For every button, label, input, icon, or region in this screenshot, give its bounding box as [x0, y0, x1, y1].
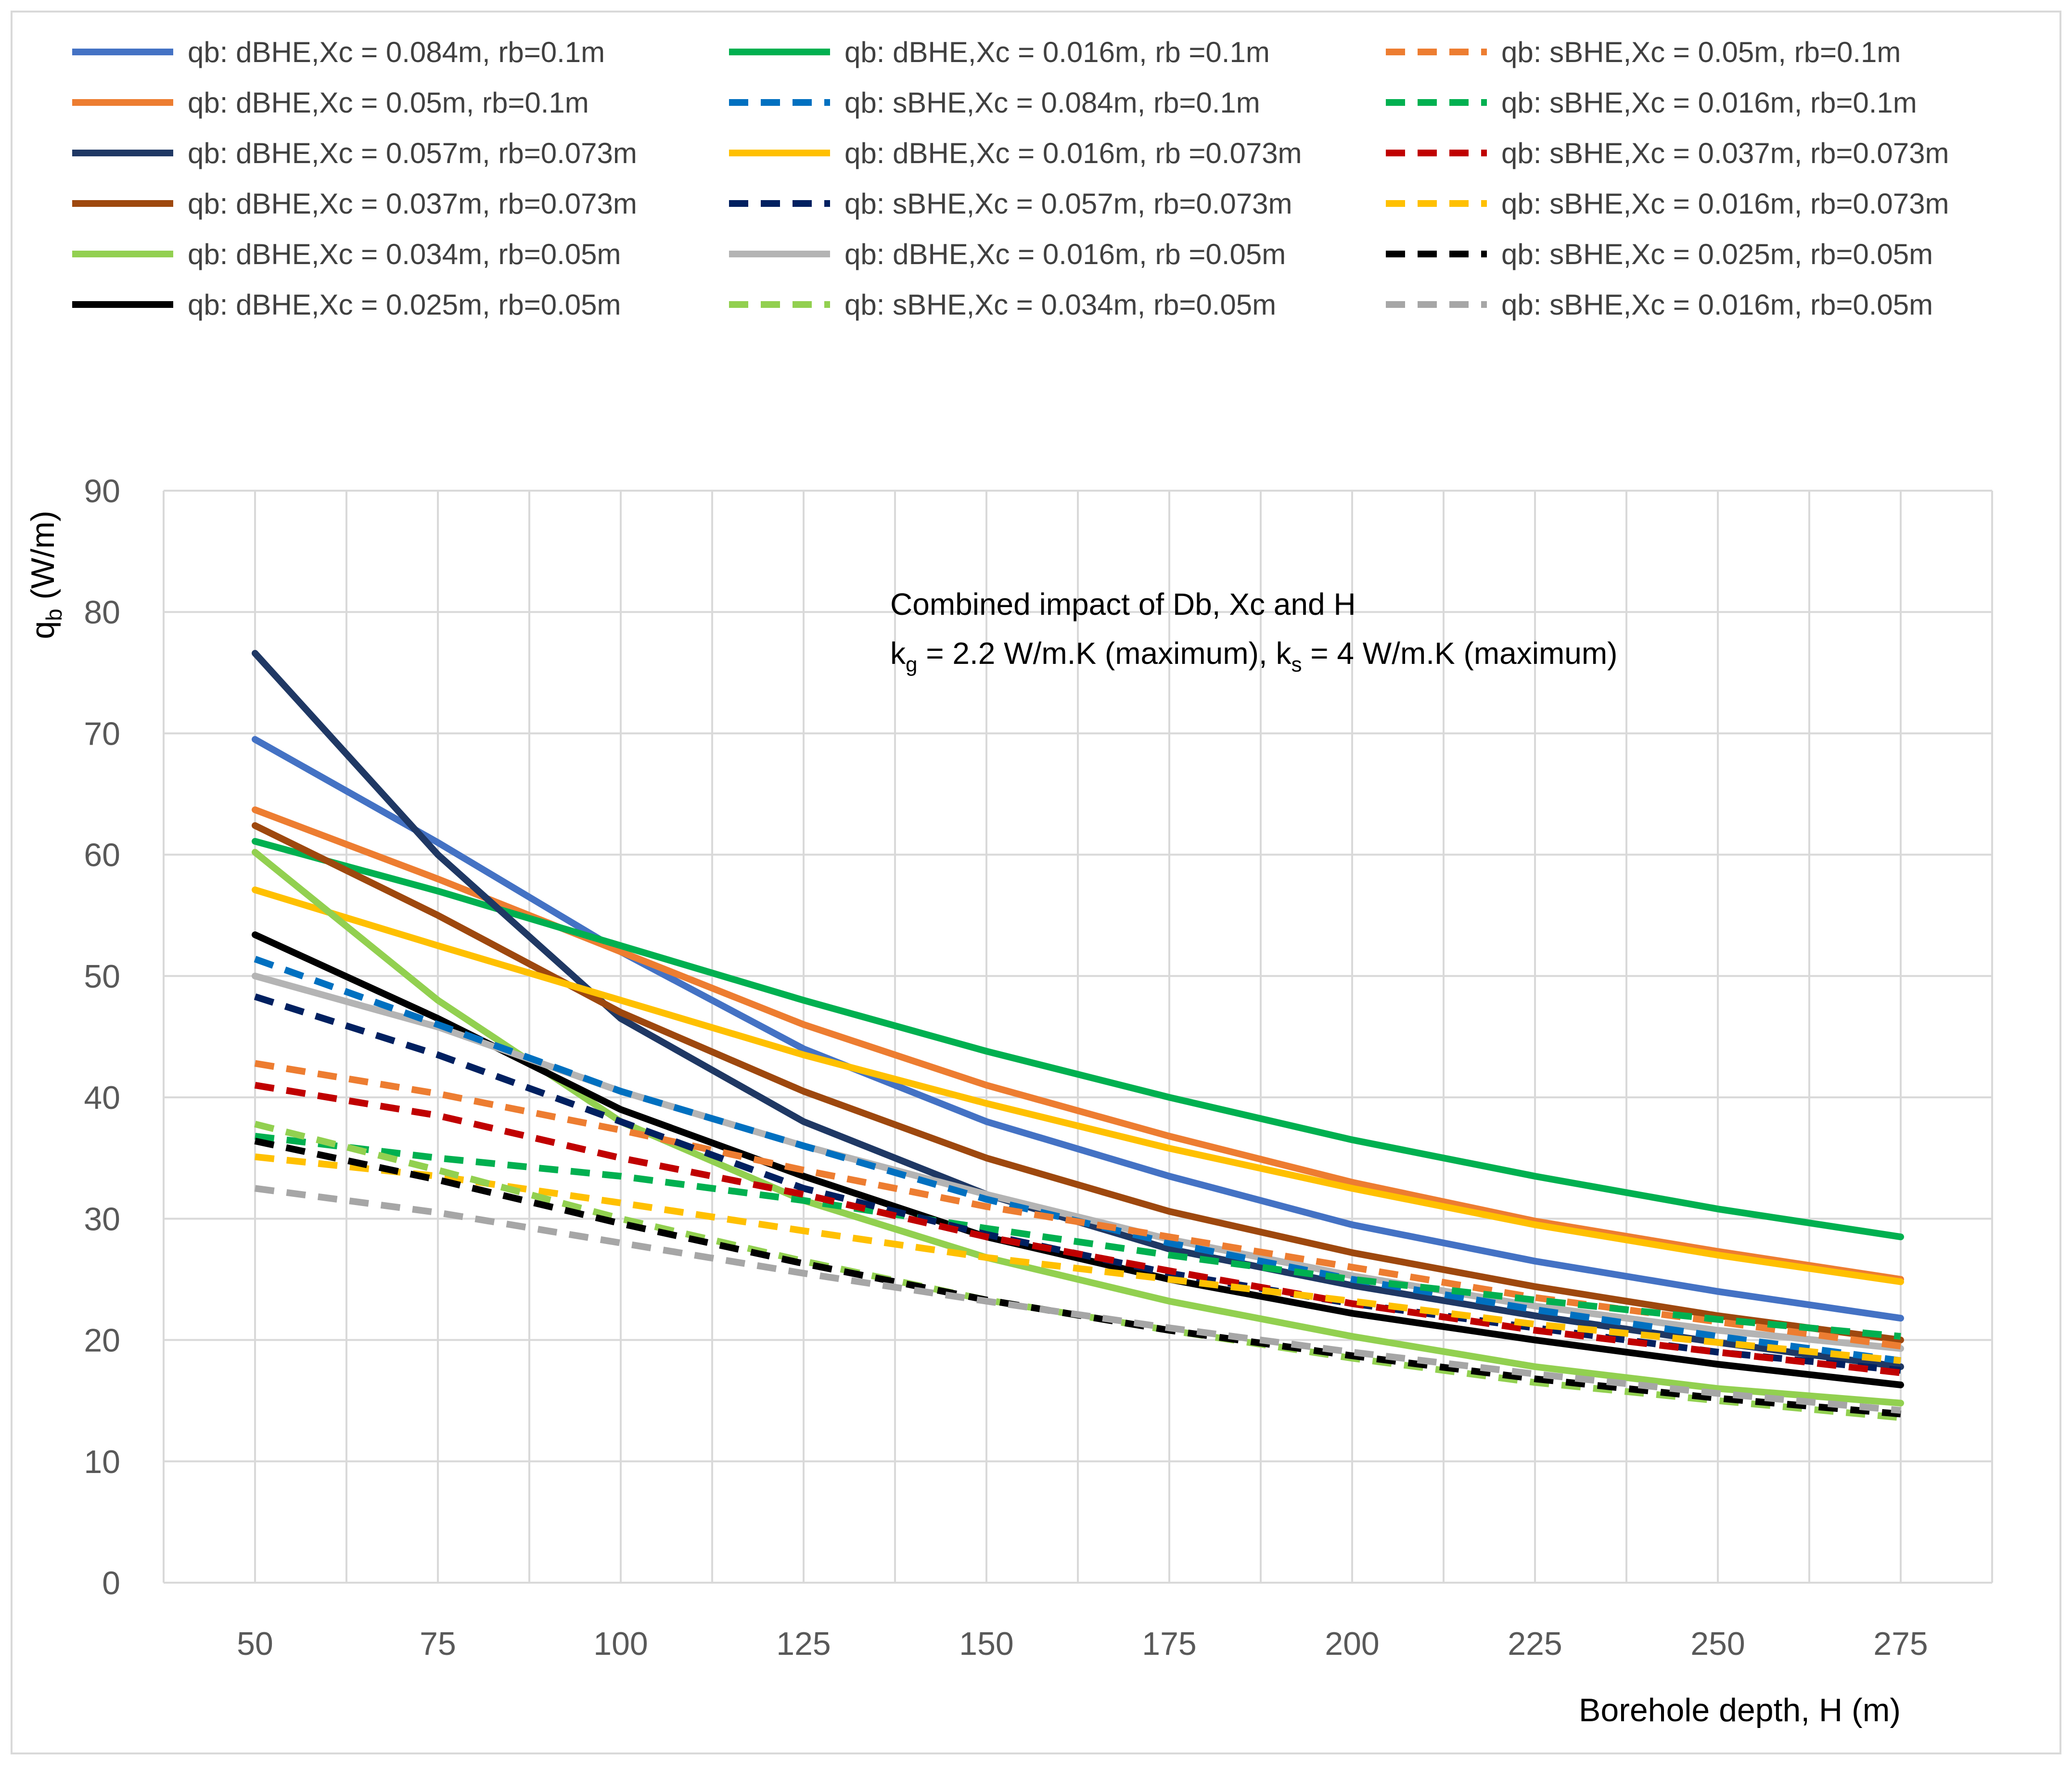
series-group — [252, 649, 1904, 1421]
series-line-8 — [252, 822, 1904, 1344]
y-tick-label: 50 — [84, 958, 120, 995]
annotation-line-2: kg = 2.2 W/m.K (maximum), ks = 4 W/m.K (… — [890, 636, 1617, 676]
series-line-16 — [254, 1120, 1901, 1421]
annotation-k1: k — [890, 636, 906, 671]
y-tick-label: 20 — [84, 1322, 120, 1359]
legend-label-9: qb: dBHE,Xc = 0.016m, rb =0.073m — [844, 137, 1302, 169]
x-tick-label: 50 — [237, 1625, 273, 1662]
y-tick-label: 60 — [84, 837, 120, 874]
legend-label-16: qb: sBHE,Xc = 0.034m, rb=0.05m — [844, 289, 1276, 321]
y-tick-label: 40 — [84, 1079, 120, 1116]
legend-label-15: qb: dBHE,Xc = 0.016m, rb =0.05m — [844, 238, 1286, 270]
series-line-14 — [252, 931, 1904, 1388]
y-axis-title: qb (W/m) — [25, 510, 66, 639]
legend-label-3: qb: dBHE,Xc = 0.016m, rb =0.1m — [844, 36, 1270, 68]
series-line-12 — [255, 1153, 1901, 1364]
series-line-11 — [254, 1081, 1901, 1376]
legend: qb: dBHE,Xc = 0.084m, rb=0.1m qb: dBHE,Xc… — [72, 36, 1949, 321]
y-axis-sub-b: b — [41, 609, 66, 621]
legend-label-7: qb: dBHE,Xc = 0.057m, rb=0.073m — [188, 137, 637, 169]
x-tick-labels: 50 75 100 125 150 175 200 225 250 275 — [237, 1625, 1928, 1662]
legend-label-8: qb: dBHE,Xc = 0.037m, rb=0.073m — [188, 188, 637, 220]
x-tick-label: 75 — [420, 1625, 456, 1662]
x-tick-label: 125 — [776, 1625, 831, 1662]
x-tick-label: 175 — [1142, 1625, 1196, 1662]
chart-frame — [11, 11, 2061, 1754]
legend-label-4: qb: sBHE,Xc = 0.084m, rb=0.1m — [844, 87, 1260, 119]
y-axis-unit: (W/m) — [25, 510, 61, 609]
annotation-sub-s: s — [1291, 653, 1302, 676]
legend-label-12: qb: sBHE,Xc = 0.016m, rb=0.073m — [1501, 188, 1949, 220]
legend-label-11: qb: sBHE,Xc = 0.037m, rb=0.073m — [1501, 137, 1949, 169]
y-tick-labels: 0 10 20 30 40 50 60 70 80 90 — [84, 473, 120, 1601]
x-tick-label: 150 — [959, 1625, 1013, 1662]
y-tick-label: 90 — [84, 473, 120, 509]
series-line-1 — [252, 736, 1904, 1322]
annotation-mid: = 2.2 W/m.K (maximum), k — [917, 636, 1292, 671]
y-tick-label: 70 — [84, 715, 120, 752]
y-axis-q: q — [25, 621, 61, 639]
x-axis-title: Borehole depth, H (m) — [1579, 1692, 1901, 1728]
x-tick-label: 100 — [593, 1625, 648, 1662]
legend-label-14: qb: dBHE,Xc = 0.025m, rb=0.05m — [188, 289, 621, 321]
x-tick-label: 200 — [1325, 1625, 1379, 1662]
series-line-9 — [252, 886, 1904, 1285]
y-tick-label: 80 — [84, 594, 120, 631]
legend-label-18: qb: sBHE,Xc = 0.016m, rb=0.05m — [1501, 289, 1933, 321]
annotation-end: = 4 W/m.K (maximum) — [1302, 636, 1617, 671]
series-line-6 — [255, 1132, 1901, 1340]
y-tick-label: 10 — [84, 1444, 120, 1480]
x-tick-label: 275 — [1873, 1625, 1928, 1662]
annotation-line-1: Combined impact of Db, Xc and H — [890, 587, 1356, 622]
series-line-18 — [255, 1185, 1901, 1414]
series-line-5 — [254, 1060, 1901, 1350]
annotation-sub-g: g — [906, 653, 917, 676]
x-tick-label: 225 — [1508, 1625, 1562, 1662]
y-tick-label: 0 — [102, 1565, 120, 1601]
legend-label-6: qb: sBHE,Xc = 0.016m, rb=0.1m — [1501, 87, 1917, 119]
legend-label-5: qb: sBHE,Xc = 0.05m, rb=0.1m — [1501, 36, 1901, 68]
legend-label-10: qb: sBHE,Xc = 0.057m, rb=0.073m — [844, 188, 1292, 220]
series-line-3 — [252, 838, 1904, 1241]
legend-label-13: qb: dBHE,Xc = 0.034m, rb=0.05m — [188, 238, 621, 270]
legend-label-1: qb: dBHE,Xc = 0.084m, rb=0.1m — [188, 36, 605, 68]
x-tick-label: 250 — [1690, 1625, 1745, 1662]
legend-label-2: qb: dBHE,Xc = 0.05m, rb=0.1m — [188, 87, 589, 119]
legend-label-17: qb: sBHE,Xc = 0.025m, rb=0.05m — [1501, 238, 1933, 270]
y-tick-label: 30 — [84, 1201, 120, 1237]
